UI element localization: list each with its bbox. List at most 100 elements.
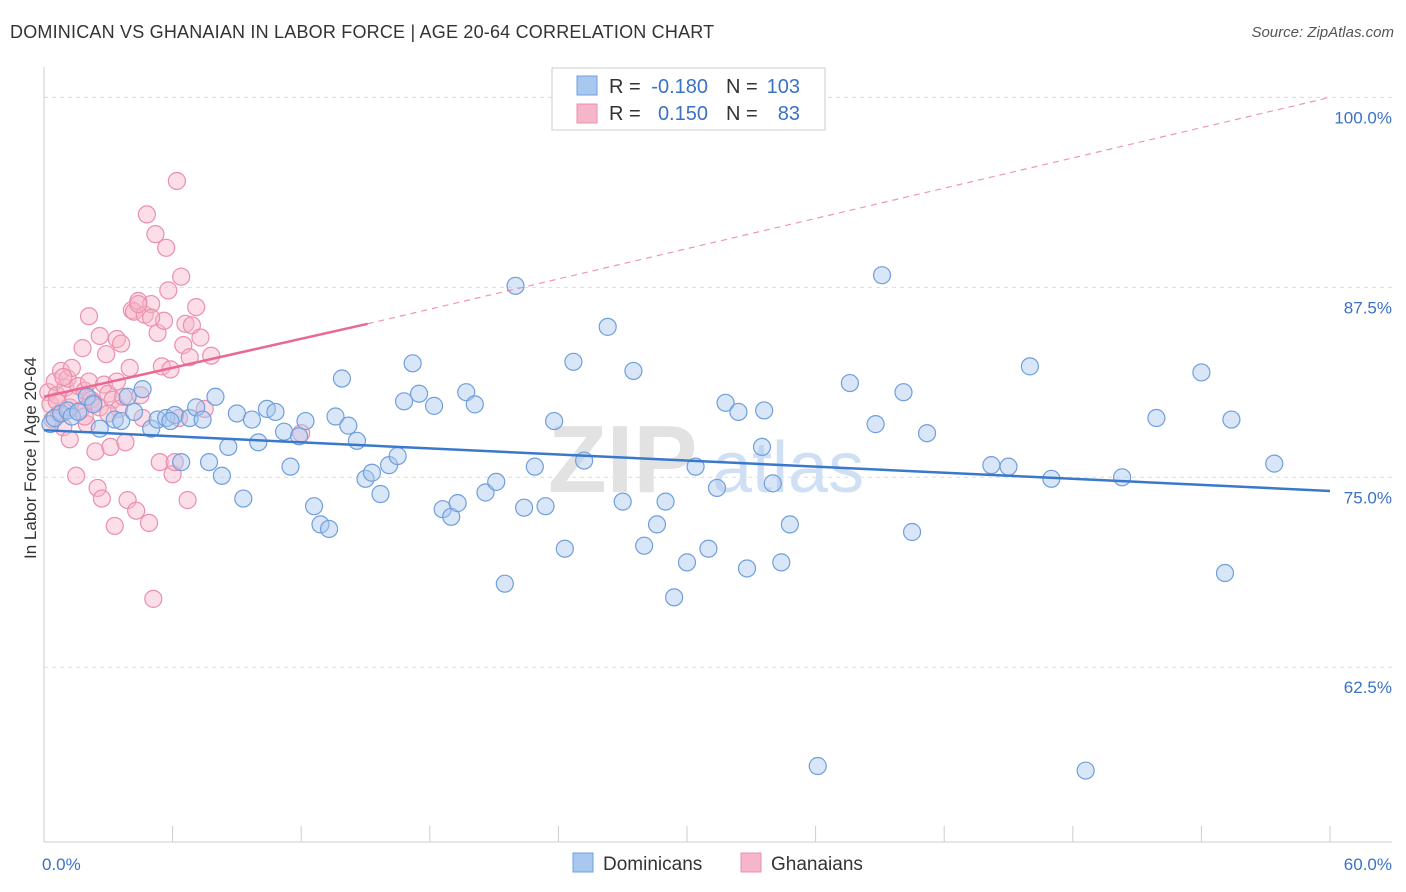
dominicans-point: [133, 380, 152, 399]
dominicans-point: [716, 393, 735, 412]
dominicans-point: [699, 539, 718, 558]
ghanaians-point: [101, 437, 120, 457]
correlation-legend: R = -0.180 N = 103 R = 0.150 N = 83: [551, 67, 826, 131]
dominicans-point: [487, 472, 506, 491]
dominicans-point: [409, 384, 429, 403]
dominicans-point: [737, 559, 757, 578]
dominicans-point: [161, 411, 180, 431]
ghanaians-point: [90, 326, 109, 346]
dominicans-point: [403, 354, 422, 373]
dominicans-point: [424, 396, 444, 415]
dominicans-point: [808, 756, 827, 776]
dominicans-point: [665, 588, 684, 607]
dominicans-point: [124, 402, 144, 422]
source-label: Source: ZipAtlas.com: [1251, 24, 1394, 41]
dominicans-point: [624, 361, 643, 381]
gridlines: [44, 96, 1392, 668]
ghanaians-point: [178, 490, 197, 510]
dominicans-point: [1222, 410, 1241, 429]
ghanaians-point: [120, 358, 139, 377]
ghanaians-point: [191, 328, 210, 347]
dominicans-point: [647, 515, 667, 534]
dominicans-point: [362, 463, 382, 482]
dominicans-point: [219, 437, 238, 457]
ghanaians-point: [176, 314, 195, 333]
series-swatch-ghanaians: [740, 852, 762, 873]
dominicans-point: [982, 456, 1001, 475]
y-tick-label: 62.5%: [1344, 678, 1392, 697]
dominicans-point: [545, 411, 564, 431]
dominicans-point: [1265, 454, 1284, 473]
dominicans-point: [999, 457, 1018, 476]
dominicans-point: [105, 410, 124, 429]
dominicans-point: [266, 402, 285, 422]
ghanaians-point: [137, 205, 156, 224]
dominicans-point: [894, 383, 913, 402]
dominicans-point: [319, 519, 339, 539]
dominicans-point: [448, 494, 467, 513]
dominicans-point: [772, 553, 791, 572]
series-label-ghanaians: Ghanaians: [771, 854, 863, 875]
dominicans-point: [1076, 761, 1095, 780]
dominicans-point: [465, 395, 484, 414]
ghanaians-point: [116, 433, 135, 452]
dominicans-point: [1215, 563, 1235, 583]
ghanaians-point: [73, 339, 92, 358]
dominicans-point: [495, 574, 514, 593]
ghanaians-point: [103, 390, 122, 409]
dominicans-point: [118, 387, 137, 406]
dominicans-point: [707, 478, 727, 498]
ghanaians-point: [172, 267, 191, 286]
dominicans-point: [332, 369, 352, 388]
dominicans-point: [274, 422, 294, 441]
dominicans-point: [212, 466, 231, 485]
x-tick-label-min: 0.0%: [42, 855, 81, 874]
dominicans-point: [598, 317, 617, 336]
series-legend: Dominicans Ghanaians: [572, 852, 863, 875]
dominicans-point: [289, 427, 309, 446]
ghanaians-point: [67, 466, 86, 485]
x-tick-label-max: 60.0%: [1344, 855, 1392, 874]
ghanaians-point: [60, 430, 79, 449]
ghanaians-point: [165, 452, 184, 472]
legend-n-label-2: N =: [726, 103, 758, 125]
dominicans-point: [394, 392, 414, 411]
dominicans-point: [729, 402, 748, 422]
dominicans-point: [1020, 357, 1040, 376]
y-tick-label: 75.0%: [1344, 488, 1392, 507]
dominicans-point: [249, 433, 268, 452]
ghanaians-point: [129, 294, 148, 314]
dominicans-point: [90, 419, 109, 438]
dominicans-point: [242, 410, 262, 429]
dominicans-point: [347, 431, 367, 450]
dominicans-point: [1192, 363, 1211, 382]
dominicans-point: [755, 401, 774, 420]
dominicans-point: [564, 352, 583, 371]
dominicans-point: [234, 489, 253, 508]
dominicans-point: [840, 373, 859, 393]
ghanaians-point: [79, 307, 99, 326]
dominicans-point: [752, 437, 772, 457]
ghanaians-point: [112, 334, 131, 353]
ghanaians-point: [180, 348, 199, 367]
ghanaians-point: [105, 516, 124, 536]
ghanaians-point: [88, 478, 107, 498]
ghanaians-point: [139, 513, 159, 532]
dominicans-point: [199, 452, 219, 472]
ghanaians-point: [187, 297, 206, 317]
dominicans-point: [339, 416, 358, 435]
ghanaians-point: [146, 225, 165, 244]
ghanaians-point: [86, 442, 105, 461]
ghanaians-point: [142, 308, 161, 327]
legend-n-value-1: 103: [767, 76, 800, 98]
dominicans-point: [780, 515, 799, 534]
legend-swatch-ghanaians: [576, 103, 598, 124]
tick-labels: 62.5% 75.0% 87.5% 100.0% 0.0% 60.0%: [42, 108, 1392, 874]
ghanaians-point: [142, 294, 161, 314]
axes: [43, 67, 1392, 843]
dominicans-points: [41, 89, 1284, 780]
dominicans-point: [304, 497, 324, 516]
dominicans-point: [536, 497, 555, 516]
dominicans-point: [142, 419, 161, 438]
legend-swatch-dominicans: [576, 75, 598, 96]
